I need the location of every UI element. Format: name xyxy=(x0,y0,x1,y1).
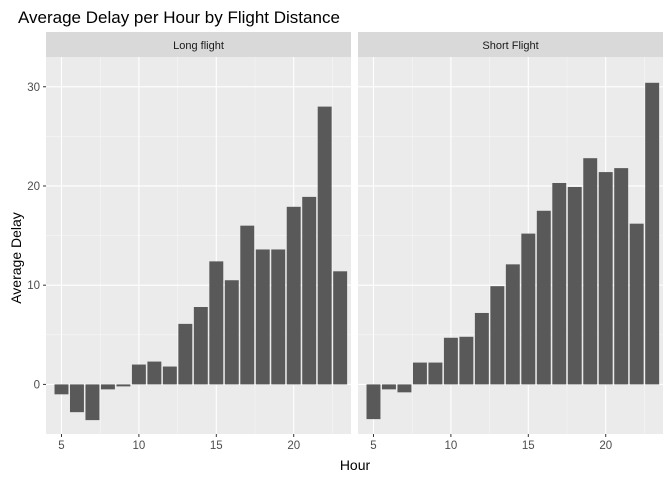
bar xyxy=(505,264,520,385)
bar xyxy=(490,286,505,385)
facet-panels: Long flight 5 10 15 20 0 10 20 30 Short Flight 5 10… xyxy=(27,32,663,452)
facet-strip xyxy=(358,32,663,57)
bar xyxy=(302,196,317,385)
facet-panel: Short Flight 5 10 15 20 xyxy=(358,32,663,452)
bar xyxy=(397,384,412,393)
facet-strip-label: Short Flight xyxy=(482,40,538,52)
bar xyxy=(521,233,536,385)
y-tick-label: 30 xyxy=(27,82,40,94)
y-tick-label: 0 xyxy=(34,379,40,391)
bar xyxy=(162,366,177,385)
bar xyxy=(366,384,381,420)
x-tick-label: 20 xyxy=(599,440,612,452)
x-tick-label: 10 xyxy=(132,440,145,452)
bar xyxy=(428,362,443,385)
facet-strip xyxy=(46,32,351,57)
bar xyxy=(286,206,301,385)
facet-panel: Long flight 5 10 15 20 0 10 20 30 xyxy=(27,32,351,452)
bar xyxy=(443,337,458,385)
bar xyxy=(381,384,396,390)
x-tick-label: 10 xyxy=(444,440,457,452)
bar xyxy=(193,307,208,385)
bar xyxy=(100,384,115,390)
bar xyxy=(317,106,332,385)
bar xyxy=(645,82,660,385)
x-tick-label: 5 xyxy=(370,440,376,452)
bar xyxy=(583,158,598,385)
bar xyxy=(412,362,427,385)
bar xyxy=(209,261,224,385)
x-tick-label: 15 xyxy=(522,440,535,452)
bar xyxy=(474,312,489,385)
bar xyxy=(85,384,100,421)
bar xyxy=(178,323,193,385)
bar xyxy=(567,186,582,385)
bar xyxy=(54,384,69,395)
bar xyxy=(240,225,255,385)
bar xyxy=(598,172,613,385)
bar xyxy=(255,249,270,385)
bar xyxy=(116,384,131,387)
x-tick-label: 5 xyxy=(58,440,64,452)
bar xyxy=(224,280,239,385)
bar xyxy=(333,271,348,385)
bar xyxy=(629,223,644,385)
y-tick-label: 20 xyxy=(27,181,40,193)
bar xyxy=(147,361,162,385)
bar xyxy=(459,336,474,385)
bar xyxy=(614,168,629,385)
y-axis-title: Average Delay xyxy=(8,212,24,304)
x-axis-title: Hour xyxy=(340,457,371,473)
facet-strip-label: Long flight xyxy=(173,40,224,52)
bar xyxy=(536,210,551,385)
bar xyxy=(271,249,286,385)
bar xyxy=(552,182,567,385)
y-tick-label: 10 xyxy=(27,280,40,292)
bar xyxy=(69,384,84,413)
x-tick-label: 20 xyxy=(287,440,300,452)
x-tick-label: 15 xyxy=(210,440,223,452)
chart-title: Average Delay per Hour by Flight Distanc… xyxy=(18,8,340,27)
bar xyxy=(131,364,146,385)
